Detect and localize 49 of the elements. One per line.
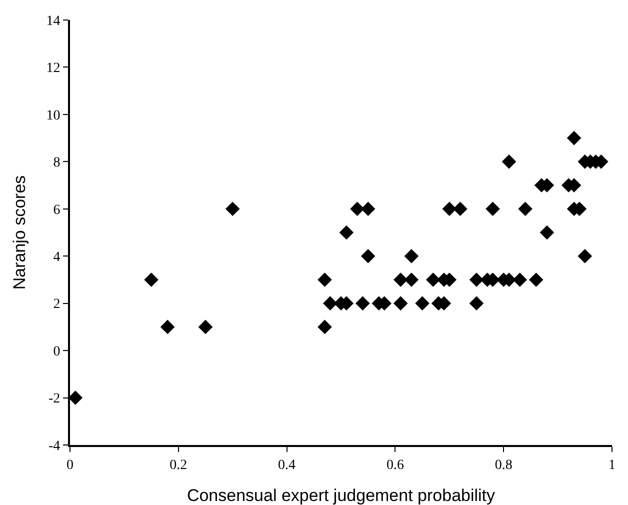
point — [469, 296, 484, 310]
x-axis-title: Consensual expert judgement probability — [186, 486, 496, 505]
point — [339, 225, 354, 240]
y-tick-label: 2 — [53, 297, 60, 312]
y-tick-label: -2 — [48, 392, 60, 407]
y-axis-title: Naranjo scores — [10, 175, 29, 290]
point — [528, 272, 544, 287]
point — [68, 390, 83, 405]
point — [442, 202, 457, 216]
point — [160, 320, 175, 334]
x-tick-label: 0.8 — [494, 458, 512, 473]
point — [360, 248, 376, 264]
point — [318, 272, 332, 287]
point — [415, 296, 430, 310]
y-tick-label: 6 — [53, 202, 60, 218]
x-tick-label: 1 — [608, 458, 616, 473]
x-tick-label: 0.4 — [278, 458, 296, 473]
y-tick-label: 12 — [46, 61, 60, 76]
point — [225, 202, 240, 216]
point — [578, 248, 592, 264]
y-tick-label: -4 — [48, 438, 60, 454]
y-tick-label: 8 — [53, 156, 60, 171]
point — [144, 272, 158, 287]
point — [453, 202, 468, 216]
point — [318, 320, 332, 334]
point — [502, 154, 516, 169]
point — [404, 248, 419, 264]
point — [512, 272, 528, 287]
point — [469, 272, 484, 287]
y-tick-label: 0 — [53, 344, 60, 360]
y-tick-label: 10 — [46, 108, 60, 124]
point — [566, 130, 582, 146]
point — [356, 296, 370, 310]
point — [540, 225, 554, 240]
point — [404, 272, 419, 287]
point — [393, 272, 408, 287]
y-tick-label: 4 — [53, 250, 60, 266]
point — [518, 202, 532, 216]
x-tick-label: 0.6 — [386, 458, 404, 473]
point — [393, 296, 408, 310]
x-tick-label: 0.2 — [170, 458, 188, 473]
y-tick-label: 14 — [46, 14, 60, 29]
point — [198, 320, 213, 334]
point — [486, 202, 500, 216]
point — [360, 202, 376, 216]
point — [350, 202, 364, 216]
point — [426, 272, 440, 287]
x-tick-label: 0 — [66, 458, 74, 473]
point — [323, 296, 338, 310]
